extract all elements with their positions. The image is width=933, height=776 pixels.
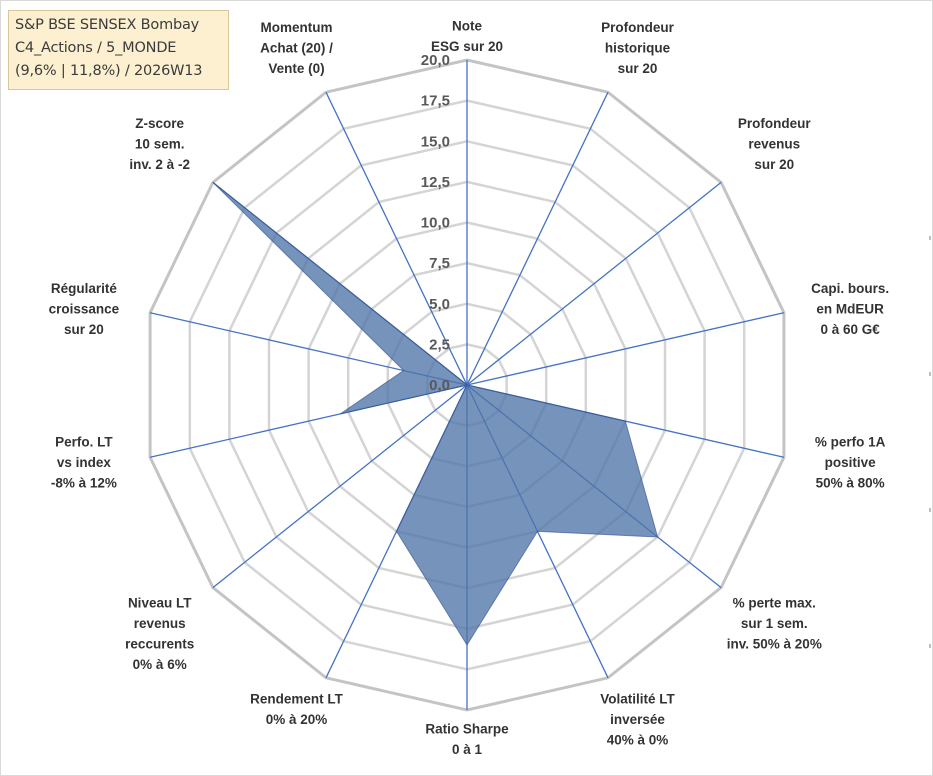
axis-label-line: 50% à 80% (816, 476, 885, 491)
radial-tick-labels: 0,0 2,5 5,0 7,5 10,0 12,5 15,0 17,5 20,0 (421, 52, 450, 394)
axis-label-line: ESG sur 20 (431, 39, 503, 54)
axis-label-line: Profondeur (738, 116, 811, 131)
axis-label-line: sur 1 sem. (741, 616, 808, 631)
title-line-2: C4_Actions / 5_MONDE (15, 40, 177, 56)
axis-label-line: Volatilité LT (600, 691, 675, 706)
axis-label-6: % perte max. sur 1 sem. inv. 50% à 20% (727, 596, 822, 652)
tick-label: 12,5 (421, 174, 450, 191)
axis-label-line: sur 20 (754, 157, 794, 172)
axis-label-2: Profondeur historique sur 20 (601, 20, 674, 76)
axis-label-13: Z-score 10 sem. inv. 2 à -2 (129, 116, 190, 172)
tick-label: 0,0 (429, 377, 450, 394)
axis-label-line: Régularité (51, 281, 118, 296)
axis-label-line: Ratio Sharpe (425, 722, 509, 737)
axis-label-line: -8% à 12% (51, 476, 117, 491)
chart-title-box: S&P BSE SENSEX Bombay C4_Actions / 5_MON… (8, 10, 229, 90)
axis-label-line: 40% à 0% (607, 732, 669, 747)
axis-label-line: sur 20 (64, 322, 104, 337)
axis-label-line: 0 à 1 (452, 742, 483, 757)
axis-label-line: Achat (20) / (260, 41, 333, 56)
axis-label-1: Note ESG sur 20 (431, 19, 503, 55)
axis-label-line: Vente (0) (268, 61, 324, 76)
tick-label: 5,0 (429, 296, 450, 313)
axis-label-9: Rendement LT 0% à 20% (250, 691, 344, 727)
axis-label-line: Profondeur (601, 20, 674, 35)
axis-label-line: en MdEUR (816, 302, 884, 317)
axis-label-line: vs index (57, 455, 112, 470)
tick-label: 10,0 (421, 215, 450, 232)
axis-label-line: Capi. bours. (811, 281, 889, 296)
axis-label-line: inversée (610, 712, 665, 727)
axis-labels: Note ESG sur 20 Profondeur historique sur 20… (49, 19, 889, 758)
title-line-3: (9,6% | 11,8%) / 2026W13 (15, 63, 203, 79)
axis-label-line: revenus (748, 136, 800, 151)
axis-label-3: Profondeur revenus sur 20 (738, 116, 811, 172)
axis-label-12: Régularité croissance sur 20 (49, 281, 120, 337)
tick-label: 15,0 (421, 133, 450, 150)
axis-label-line: Perfo. LT (55, 435, 113, 450)
axis-label-line: croissance (49, 302, 120, 317)
axis-label-line: Rendement LT (250, 691, 344, 706)
axis-label-line: 0% à 6% (133, 657, 187, 672)
scroll-edge-mark (929, 372, 931, 376)
axis-label-line: Momentum (261, 20, 333, 35)
title-line-1: S&P BSE SENSEX Bombay (15, 17, 200, 33)
series-area-1 (212, 182, 659, 646)
axis-label-line: inv. 2 à -2 (129, 157, 190, 172)
axis-label-line: Z-score (135, 116, 184, 131)
axis-spoke-10 (212, 384, 468, 589)
axis-label-8: Ratio Sharpe 0 à 1 (425, 722, 509, 758)
axis-label-line: 10 sem. (135, 136, 185, 151)
axis-label-4: Capi. bours. en MdEUR 0 à 60 G€ (811, 281, 889, 337)
axis-label-14: Momentum Achat (20) / Vente (0) (260, 20, 333, 76)
scroll-edge-mark (929, 644, 931, 648)
radar-series (212, 182, 659, 646)
tick-label: 7,5 (429, 255, 450, 272)
axis-label-line: positive (825, 455, 877, 470)
axis-label-line: % perte max. (733, 596, 816, 611)
axis-label-line: Note (452, 19, 482, 34)
axis-label-5: % perfo 1A positive 50% à 80% (815, 435, 886, 491)
scroll-edge-mark (929, 236, 931, 240)
axis-label-line: revenus (134, 616, 186, 631)
axis-label-10: Niveau LT revenus reccurents 0% à 6% (125, 596, 194, 673)
axis-spoke-3 (466, 181, 722, 386)
axis-label-line: Niveau LT (128, 596, 192, 611)
axis-label-line: sur 20 (618, 61, 658, 76)
tick-label: 20,0 (421, 52, 450, 69)
axis-spoke-2 (466, 91, 609, 386)
axis-spoke-4 (466, 312, 785, 386)
axis-label-7: Volatilité LT inversée 40% à 0% (600, 691, 675, 747)
axis-label-line: 0% à 20% (266, 712, 328, 727)
scroll-edge-mark (929, 508, 931, 512)
axis-label-line: reccurents (125, 637, 194, 652)
axis-label-line: 0 à 60 G€ (820, 322, 880, 337)
tick-label: 2,5 (429, 336, 450, 353)
axis-label-line: historique (605, 41, 671, 56)
axis-spoke-14 (325, 91, 468, 386)
tick-label: 17,5 (421, 93, 450, 110)
axis-label-11: Perfo. LT vs index -8% à 12% (51, 435, 117, 491)
axis-label-line: inv. 50% à 20% (727, 637, 822, 652)
axis-label-line: % perfo 1A (815, 435, 886, 450)
